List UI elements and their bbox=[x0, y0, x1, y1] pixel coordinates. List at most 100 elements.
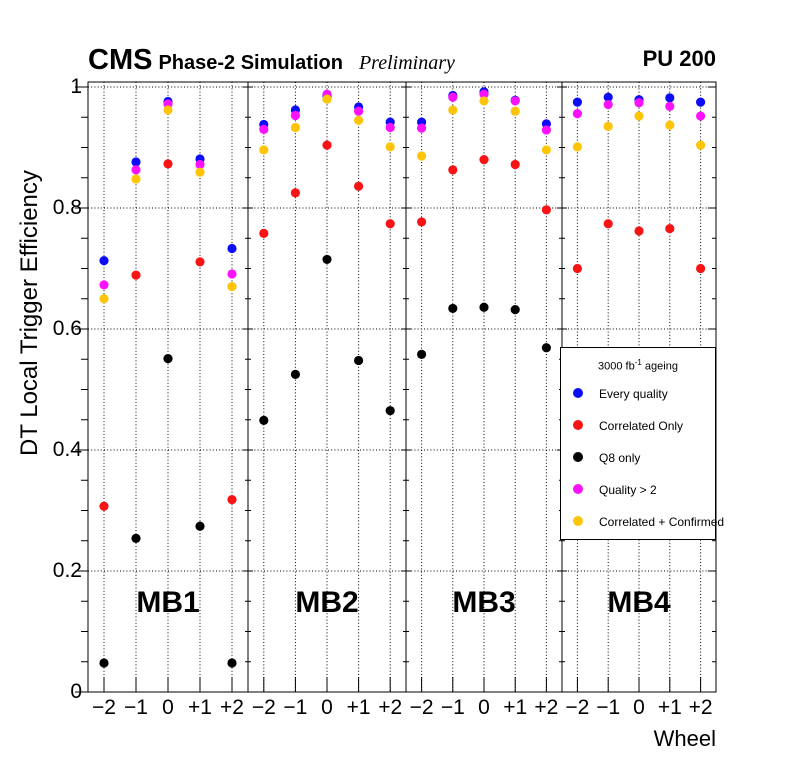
x-tick-label: +1 bbox=[657, 696, 682, 719]
x-tick-label: 0 bbox=[478, 696, 490, 719]
y-tick-label: 0.6 bbox=[52, 317, 82, 340]
data-point bbox=[665, 101, 675, 111]
data-point bbox=[163, 105, 173, 115]
data-point bbox=[541, 343, 551, 353]
data-point bbox=[131, 157, 141, 167]
data-point bbox=[385, 142, 395, 152]
data-point bbox=[510, 159, 520, 170]
legend-marker-icon bbox=[573, 388, 583, 398]
data-point bbox=[354, 181, 364, 191]
data-point bbox=[479, 155, 489, 165]
x-tick-label: −2 bbox=[251, 696, 276, 719]
data-point bbox=[227, 269, 237, 279]
data-point bbox=[354, 355, 364, 366]
x-tick-label: +2 bbox=[688, 696, 713, 719]
data-point bbox=[195, 167, 205, 177]
x-tick-label: −2 bbox=[409, 696, 434, 719]
data-point bbox=[417, 123, 427, 133]
data-point bbox=[479, 302, 489, 312]
plot-frame bbox=[87, 81, 717, 693]
data-point bbox=[99, 256, 109, 266]
data-point bbox=[634, 111, 644, 121]
data-point bbox=[417, 349, 427, 360]
legend-entry: Q8 only bbox=[561, 451, 715, 465]
data-point bbox=[385, 122, 395, 133]
data-point bbox=[634, 98, 644, 108]
x-tick-label: −1 bbox=[283, 696, 308, 719]
data-point bbox=[541, 145, 551, 155]
legend-label: Correlated + Confirmed bbox=[599, 515, 725, 529]
data-point bbox=[99, 658, 109, 668]
data-point bbox=[131, 165, 141, 175]
data-point bbox=[290, 110, 300, 121]
legend-marker-icon bbox=[573, 420, 583, 430]
x-tick-label: +2 bbox=[220, 696, 244, 719]
data-point bbox=[163, 159, 173, 169]
data-point bbox=[665, 223, 675, 234]
legend-entry: Quality > 2 bbox=[561, 483, 715, 497]
data-point bbox=[696, 97, 706, 107]
data-point bbox=[131, 270, 141, 280]
legend-label: Q8 only bbox=[599, 451, 641, 465]
legend-marker-icon bbox=[573, 516, 583, 526]
data-point bbox=[227, 658, 237, 668]
legend-entry: Correlated Only bbox=[561, 419, 715, 433]
station-label-mb2: MB2 bbox=[295, 586, 359, 619]
x-tick-label: −2 bbox=[565, 696, 590, 719]
station-label-mb1: MB1 bbox=[136, 586, 200, 619]
data-point bbox=[603, 92, 613, 102]
y-tick-label: 0.8 bbox=[52, 196, 82, 219]
data-point bbox=[448, 165, 458, 175]
x-tick-label: 0 bbox=[162, 696, 174, 719]
data-point bbox=[448, 303, 458, 314]
data-point bbox=[227, 282, 237, 292]
x-tick-label: −2 bbox=[92, 696, 116, 719]
data-point bbox=[572, 263, 582, 274]
data-point bbox=[479, 96, 489, 106]
y-tick-label: 0.2 bbox=[52, 559, 82, 582]
legend-label: Quality > 2 bbox=[599, 483, 657, 497]
data-point bbox=[696, 263, 706, 274]
data-point bbox=[665, 93, 675, 103]
data-point bbox=[322, 254, 332, 265]
y-tick-label: 0.4 bbox=[52, 438, 82, 461]
legend-label: Correlated Only bbox=[599, 419, 684, 433]
x-tick-label: −1 bbox=[440, 696, 465, 719]
data-point bbox=[510, 305, 520, 315]
data-point bbox=[163, 354, 173, 364]
data-point bbox=[227, 495, 237, 505]
data-point bbox=[322, 94, 332, 104]
data-point bbox=[195, 521, 205, 531]
data-point bbox=[259, 124, 269, 134]
data-point bbox=[259, 228, 269, 239]
legend-marker-icon bbox=[573, 452, 583, 462]
data-point bbox=[290, 122, 300, 133]
x-axis-title: Wheel bbox=[653, 726, 716, 751]
cms-logo-text: CMS bbox=[88, 44, 153, 76]
x-tick-label: +1 bbox=[503, 696, 528, 719]
data-point bbox=[259, 415, 269, 425]
x-tick-label: +1 bbox=[346, 696, 371, 719]
preliminary-label: Preliminary bbox=[358, 52, 455, 74]
data-point bbox=[634, 226, 644, 236]
data-point bbox=[417, 151, 427, 161]
data-point bbox=[696, 140, 706, 150]
data-point bbox=[572, 109, 582, 119]
data-point bbox=[99, 501, 109, 511]
x-tick-label: +1 bbox=[188, 696, 212, 719]
data-point bbox=[227, 243, 237, 254]
data-point bbox=[696, 111, 706, 121]
data-point bbox=[541, 125, 551, 135]
data-point bbox=[385, 406, 395, 416]
data-point bbox=[322, 140, 332, 150]
data-point bbox=[417, 217, 427, 227]
data-point bbox=[195, 159, 205, 170]
legend-entry: Correlated + Confirmed bbox=[561, 515, 724, 529]
data-point bbox=[354, 115, 364, 125]
legend-entry: Every quality bbox=[561, 387, 715, 401]
x-tick-label: −1 bbox=[596, 696, 621, 719]
data-point bbox=[448, 92, 458, 102]
data-point bbox=[572, 97, 582, 107]
station-label-mb4: MB4 bbox=[607, 586, 671, 619]
